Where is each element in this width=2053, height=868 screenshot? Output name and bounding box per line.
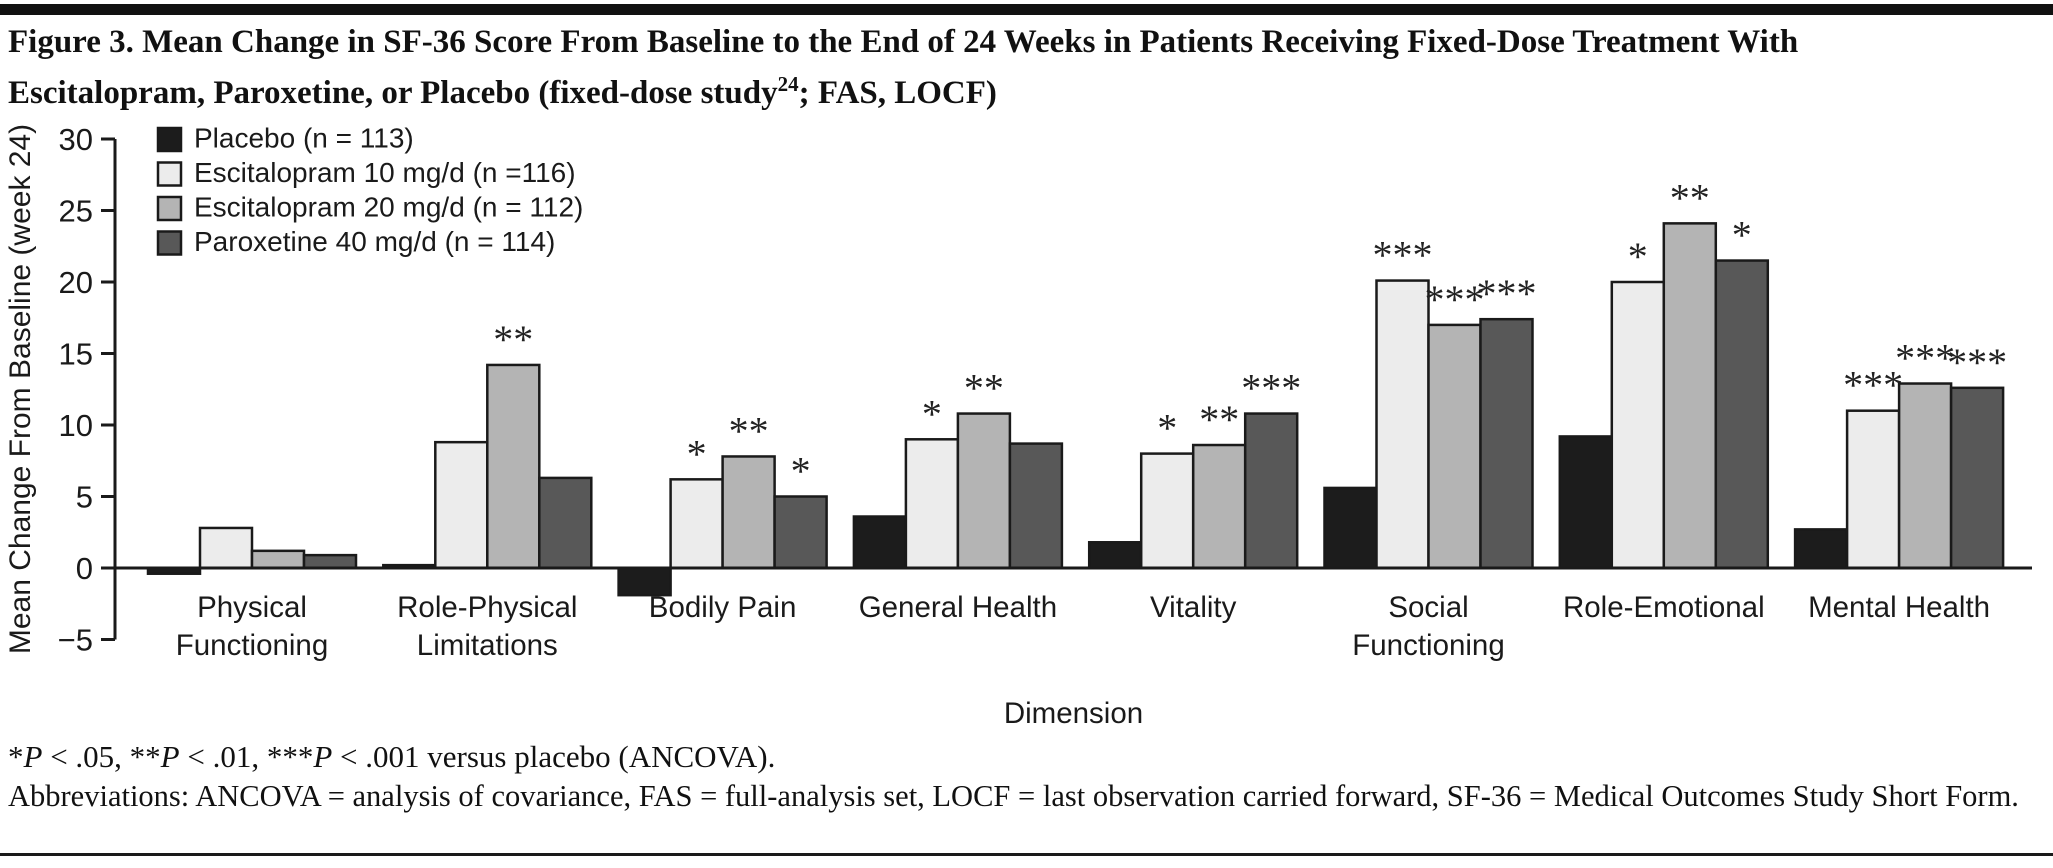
- bar: [1793, 528, 1849, 570]
- category-label: Role-Physical: [397, 591, 577, 624]
- bar: [1243, 412, 1299, 570]
- category-label: Vitality: [1150, 591, 1237, 624]
- significance-marker: *: [791, 449, 811, 494]
- bar: [1375, 279, 1430, 570]
- bar: [1714, 259, 1770, 570]
- bar: [1558, 435, 1614, 570]
- significance-marker: **: [729, 408, 769, 453]
- significance-marker: ***: [1843, 363, 1903, 408]
- legend-label: Paroxetine 40 mg/d (n = 114): [194, 226, 555, 257]
- figure-title-line1: Figure 3. Mean Change in SF-36 Score Fro…: [8, 24, 1799, 60]
- bottom-rule: [0, 853, 2053, 856]
- legend-swatch: [156, 161, 183, 187]
- bar: [1897, 382, 1953, 570]
- y-tick-label: 5: [76, 479, 93, 514]
- category-label: Physical: [197, 591, 307, 624]
- abbreviations-note: Abbreviations: ANCOVA = analysis of cova…: [8, 779, 2019, 813]
- bar: [1427, 323, 1482, 570]
- significance-marker: ***: [1477, 271, 1537, 316]
- bar: [1949, 386, 2005, 570]
- x-axis-title: Dimension: [1004, 697, 1143, 730]
- bar: [486, 363, 541, 570]
- bar: [198, 526, 254, 570]
- bar: [302, 553, 358, 570]
- bar: [1662, 222, 1718, 570]
- significance-marker: *: [1157, 406, 1177, 451]
- bar: [1610, 280, 1666, 570]
- y-axis-title: Mean Change From Baseline (week 24): [4, 124, 37, 654]
- category-label: General Health: [859, 591, 1057, 624]
- bar: [434, 440, 489, 570]
- significance-note: *P < .05, **P < .01, ***P < .001 versus …: [8, 739, 776, 774]
- y-tick-label: 20: [59, 265, 93, 300]
- bar: [538, 476, 593, 570]
- y-tick-label: 0: [76, 551, 93, 586]
- category-label: Functioning: [176, 629, 329, 662]
- category-label: Role-Emotional: [1563, 591, 1765, 624]
- bar: [1323, 486, 1378, 570]
- significance-marker: *: [922, 391, 942, 436]
- bar: [617, 566, 672, 597]
- bar: [1479, 317, 1534, 570]
- bar: [956, 412, 1012, 570]
- sf36-grouped-bar-chart: ** **** *******************************302…: [4, 122, 2032, 730]
- category-label: Mental Health: [1808, 591, 1990, 624]
- bar: [721, 455, 776, 570]
- significance-marker: *: [1732, 213, 1752, 258]
- reference-superscript: 24: [777, 72, 799, 96]
- legend-label: Placebo (n = 113): [194, 123, 414, 154]
- bar: [904, 438, 960, 570]
- bar: [669, 478, 724, 570]
- significance-marker: **: [964, 366, 1004, 411]
- figure-title-line2: Escitalopram, Paroxetine, or Placebo (fi…: [8, 72, 997, 111]
- significance-marker: ***: [1425, 277, 1485, 322]
- category-label: Functioning: [1352, 629, 1505, 662]
- legend-swatch: [156, 195, 183, 222]
- bar: [773, 495, 828, 570]
- y-tick-label: 25: [59, 193, 93, 228]
- legend-label: Escitalopram 10 mg/d (n =116): [194, 157, 576, 188]
- figure-title: Figure 3. Mean Change in SF-36 Score Fro…: [8, 21, 2048, 114]
- bar: [250, 549, 306, 570]
- significance-marker: ***: [1947, 340, 2007, 385]
- y-tick-label: 15: [59, 336, 93, 371]
- significance-marker: ***: [1895, 336, 1955, 381]
- significance-marker: *: [687, 431, 707, 476]
- legend-label: Escitalopram 20 mg/d (n = 112): [194, 192, 583, 223]
- category-label: Social: [1388, 591, 1468, 624]
- y-tick-label: 30: [59, 122, 93, 157]
- bar: [1008, 442, 1064, 570]
- bar: [1087, 541, 1143, 570]
- significance-marker: ***: [1373, 233, 1433, 278]
- y-tick-label: −5: [58, 622, 93, 657]
- significance-marker: **: [1199, 397, 1239, 442]
- bar: [1845, 409, 1901, 570]
- top-rule: [0, 4, 2053, 15]
- significance-marker: **: [1670, 175, 1710, 220]
- category-label: Bodily Pain: [649, 591, 797, 624]
- legend-swatch: [156, 126, 183, 153]
- significance-marker: ***: [1241, 366, 1301, 411]
- y-tick-label: 10: [59, 408, 93, 443]
- significance-marker: *: [1628, 234, 1648, 279]
- legend-swatch: [156, 230, 183, 256]
- bar: [1191, 443, 1247, 570]
- bar: [1139, 452, 1195, 570]
- significance-marker: **: [493, 317, 533, 362]
- bar: [852, 515, 908, 570]
- category-label: Limitations: [417, 629, 558, 662]
